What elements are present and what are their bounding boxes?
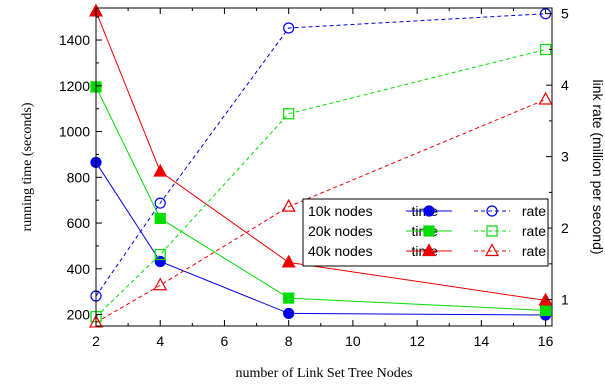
series-line: [95, 48, 546, 318]
y-left-tick-label: 1000: [59, 124, 90, 140]
y-left-tick-label: 1400: [59, 32, 90, 48]
data-point: [281, 198, 296, 212]
data-point: [88, 314, 104, 328]
data-point: [539, 304, 552, 317]
series-line: [95, 11, 546, 301]
x-tick-label: 6: [221, 333, 229, 349]
plot-frame: [95, 7, 553, 327]
legend-row-label: 10k nodes: [308, 203, 373, 219]
data-point: [154, 212, 166, 225]
ticks: 2 4 6 8 10 12 14 162004006008001000120014001234…: [59, 6, 569, 349]
y-axis-right-title: link rate (million per second): [590, 79, 605, 254]
data-point: [283, 22, 295, 34]
data-point: [154, 197, 166, 209]
y-right-tick-label: 3: [561, 149, 569, 165]
y-right-tick-label: 4: [561, 77, 569, 93]
data-point: [538, 91, 553, 105]
legend-marker-rate: [486, 205, 498, 217]
legend: 10k nodes time rate 20k nodes time rate …: [302, 198, 549, 267]
legend-marker-time: [423, 205, 435, 217]
legend-marker-time: [421, 243, 437, 257]
y-right-tick-label: 2: [561, 220, 569, 236]
data-point: [281, 254, 296, 268]
legend-rate-label: rate: [522, 223, 546, 239]
legend-rate-label: rate: [522, 243, 546, 259]
x-tick-label: 14: [474, 333, 490, 349]
x-axis-title: number of Link Set Tree Nodes: [236, 366, 413, 381]
data-point: [153, 163, 168, 177]
data-point: [283, 307, 295, 320]
axes: [95, 7, 553, 327]
legend-rate-label: rate: [522, 203, 546, 219]
series-line: [95, 13, 546, 297]
y-left-tick-label: 800: [67, 169, 91, 185]
y-left-tick-label: 600: [67, 215, 91, 231]
x-tick-label: 10: [345, 333, 361, 349]
series-line: [95, 86, 546, 311]
x-tick-label: 8: [285, 333, 293, 349]
data-point: [283, 108, 295, 120]
legend-marker-time: [423, 225, 435, 237]
data-point: [154, 248, 166, 261]
legend-row-label: 20k nodes: [308, 223, 373, 239]
x-tick-label: 16: [538, 333, 554, 349]
y-axis-left-title: running time (seconds): [20, 102, 35, 231]
y-right-tick-label: 5: [561, 6, 569, 22]
data-point: [153, 277, 168, 291]
series-line: [95, 162, 546, 316]
legend-row-label: 40k nodes: [308, 243, 373, 259]
x-tick-label: 2: [92, 333, 100, 349]
series-layer: [88, 3, 553, 328]
data-point: [283, 292, 295, 304]
y-left-tick-label: 1200: [59, 78, 90, 94]
y-right-tick-label: 1: [561, 292, 569, 308]
legend-marker-rate: [484, 243, 500, 257]
series-line: [95, 99, 546, 323]
series-40k-nodes-rate: [88, 91, 553, 328]
x-tick-label: 4: [156, 333, 164, 349]
y-left-tick-label: 200: [67, 307, 91, 323]
legend-samples: [406, 205, 510, 257]
x-tick-label: 12: [409, 333, 425, 349]
y-left-tick-label: 400: [67, 261, 91, 277]
legend-marker-rate: [486, 225, 498, 237]
